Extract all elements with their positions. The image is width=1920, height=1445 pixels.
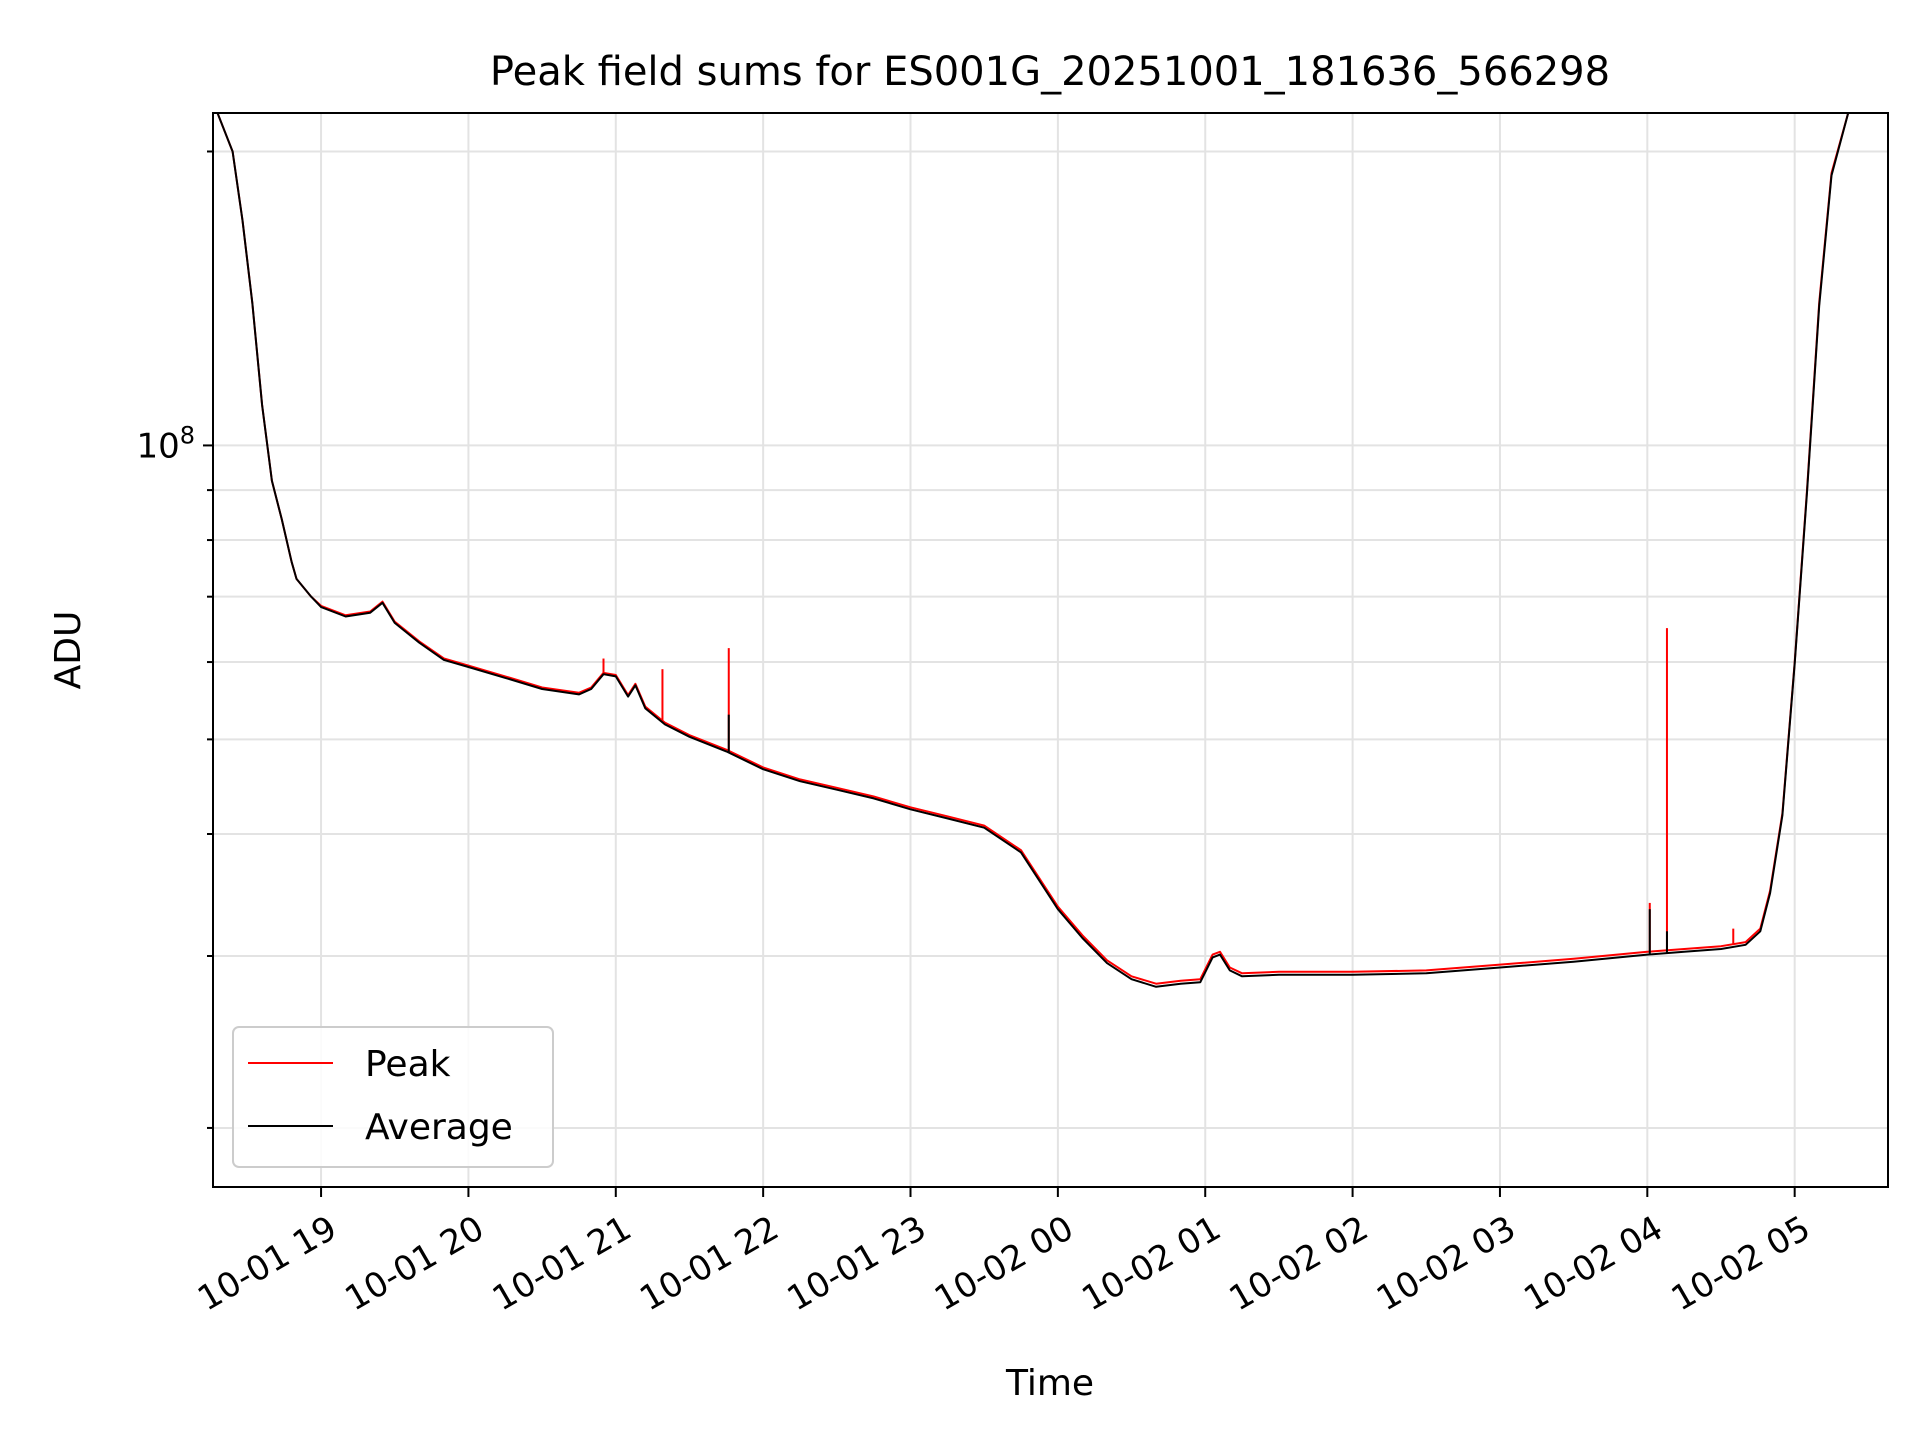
- y-axis-label: ADU: [48, 611, 89, 690]
- plot-frame: [212, 112, 1889, 1188]
- x-tick-label: 10-02 03: [1370, 1208, 1522, 1319]
- legend: Peak Average: [232, 1026, 554, 1168]
- x-tick-label: 10-02 02: [1223, 1208, 1375, 1319]
- series-line-average: [216, 113, 1850, 988]
- x-tick-label: 10-01 21: [486, 1208, 638, 1319]
- y-tick-label: 108: [136, 421, 195, 466]
- chart-title: Peak field sums for ES001G_20251001_1816…: [490, 49, 1610, 95]
- x-tick-label: 10-01 22: [633, 1208, 785, 1319]
- grid-layer: [213, 113, 1888, 1187]
- series-layer: [216, 113, 1850, 988]
- x-tick-label: 10-02 05: [1665, 1208, 1817, 1319]
- x-tick-label: 10-01 23: [781, 1208, 933, 1319]
- x-tick-label: 10-01 20: [339, 1208, 491, 1319]
- x-tick-label: 10-02 00: [928, 1208, 1080, 1319]
- legend-peak-label: Peak: [365, 1044, 451, 1085]
- series-line-peak: [216, 113, 1850, 985]
- legend-average-label: Average: [365, 1107, 513, 1148]
- x-tick-label: 10-01 19: [191, 1208, 343, 1319]
- x-tick-label: 10-02 01: [1075, 1208, 1227, 1319]
- x-tick-label: 10-02 04: [1517, 1208, 1669, 1319]
- x-axis-label: Time: [1005, 1363, 1094, 1404]
